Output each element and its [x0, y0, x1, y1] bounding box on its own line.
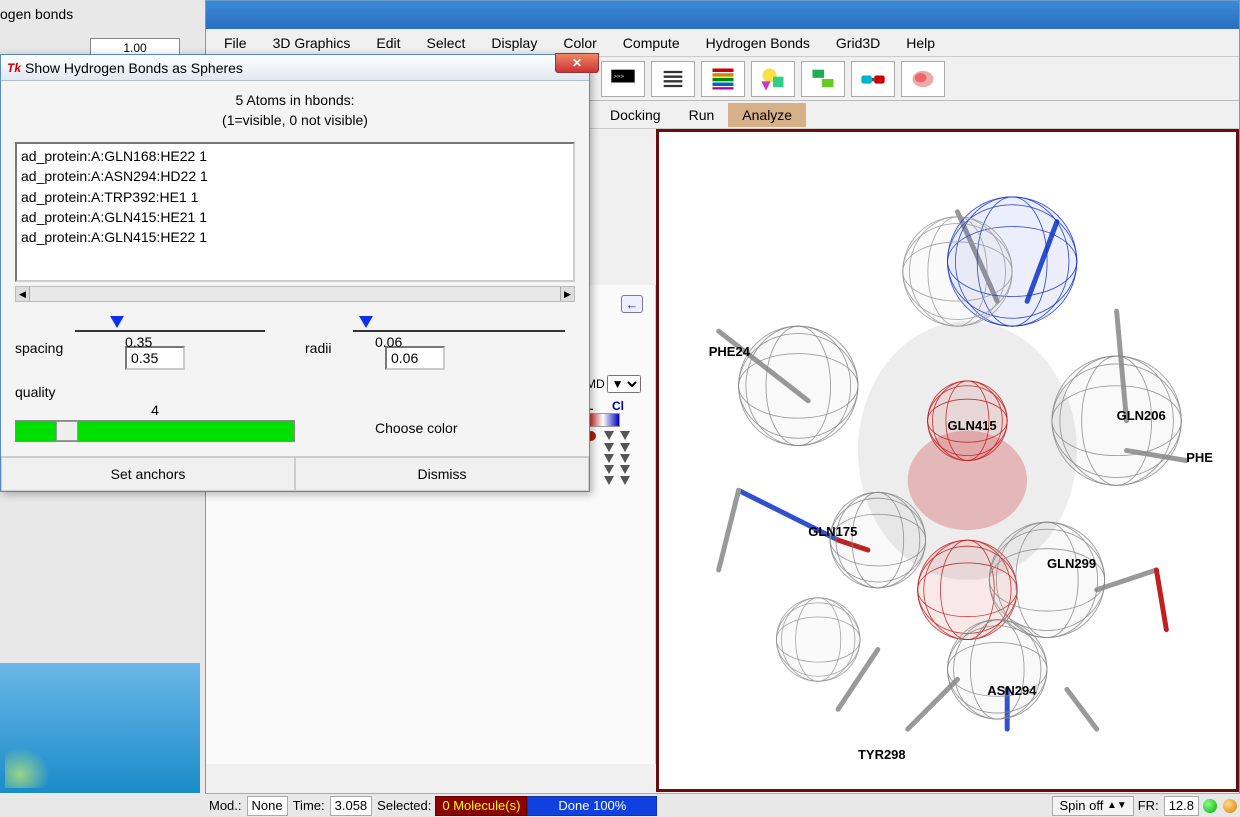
menu-compute[interactable]: Compute — [623, 35, 680, 51]
back-arrow-icon[interactable]: ← — [621, 295, 643, 313]
radii-slider-thumb[interactable] — [359, 316, 373, 328]
residue-label: ASN294 — [987, 683, 1036, 698]
shapes3d-icon[interactable] — [751, 61, 795, 97]
spacing-display: 0.35 — [125, 334, 152, 350]
selected-value: 0 Molecule(s) — [435, 796, 527, 816]
menu-help[interactable]: Help — [906, 35, 935, 51]
chevron-down-icon[interactable] — [620, 476, 630, 485]
quality-slider[interactable] — [15, 420, 295, 442]
label-Cl: Cl — [612, 399, 624, 413]
md-dropdown[interactable]: ▼ — [607, 375, 641, 393]
atom-list-item[interactable]: ad_protein:A:ASN294:HD22 1 — [21, 166, 569, 186]
molecule-viewer[interactable]: TRP392GLN168PHE24GLN206PHEGLN415GLN175GL… — [656, 129, 1239, 792]
menu-edit[interactable]: Edit — [376, 35, 400, 51]
mod-label: Mod.: — [205, 798, 246, 813]
chevron-down-icon[interactable] — [620, 465, 630, 474]
residue-label: GLN206 — [1117, 408, 1166, 423]
tab-docking[interactable]: Docking — [596, 103, 675, 127]
dialog-header: 5 Atoms in hbonds: (1=visible, 0 not vis… — [15, 91, 575, 130]
chevron-down-icon[interactable] — [620, 431, 630, 440]
radii-display: 0.06 — [375, 334, 402, 350]
atom-list-item[interactable]: ad_protein:A:GLN415:HE21 1 — [21, 207, 569, 227]
residue-label: GLN415 — [948, 418, 997, 433]
tab-analyze[interactable]: Analyze — [728, 103, 806, 127]
hbond-spheres-dialog: Tk Show Hydrogen Bonds as Spheres ✕ 5 At… — [0, 54, 590, 492]
mod-value: None — [247, 796, 288, 816]
terminal-icon[interactable]: >>> — [601, 61, 645, 97]
horizontal-scrollbar[interactable]: ◀ ▶ — [15, 286, 575, 302]
menu-file[interactable]: File — [224, 35, 247, 51]
menu-grid3d[interactable]: Grid3D — [836, 35, 880, 51]
triangle-toggle-stack — [586, 431, 641, 485]
menu-select[interactable]: Select — [427, 35, 466, 51]
residue-label: GLN175 — [808, 524, 857, 539]
menu-3d-graphics[interactable]: 3D Graphics — [273, 35, 351, 51]
spacing-slider[interactable] — [75, 326, 265, 332]
progress-done: Done 100% — [527, 796, 657, 816]
chevron-down-icon[interactable] — [604, 443, 614, 452]
bg-partial-text: ogen bonds — [0, 6, 73, 22]
fr-label: FR: — [1134, 798, 1163, 813]
quality-value: 4 — [15, 402, 295, 418]
time-value: 3.058 — [330, 796, 373, 816]
chevron-down-icon[interactable] — [604, 431, 614, 440]
status-led-orange — [1223, 799, 1237, 813]
atom-list-item[interactable]: ad_protein:A:TRP392:HE1 1 — [21, 187, 569, 207]
main-titlebar — [206, 1, 1239, 29]
spacing-slider-thumb[interactable] — [110, 316, 124, 328]
side-controls: MD ▼ L Cl — [586, 375, 641, 487]
residue-label: TYR298 — [858, 747, 906, 762]
time-label: Time: — [289, 798, 329, 813]
spin-toggle[interactable]: Spin off ▲▼ — [1052, 796, 1133, 816]
residue-label: PHE — [1186, 450, 1213, 465]
menu-hydrogen-bonds[interactable]: Hydrogen Bonds — [706, 35, 810, 51]
status-bar: Mod.: None Time: 3.058 Selected: 0 Molec… — [205, 793, 1240, 817]
chevron-down-icon[interactable] — [620, 443, 630, 452]
spacing-label: spacing — [15, 340, 63, 356]
glasses3d-icon[interactable] — [851, 61, 895, 97]
chevron-down-icon[interactable] — [604, 465, 614, 474]
dialog-titlebar[interactable]: Tk Show Hydrogen Bonds as Spheres ✕ — [1, 55, 589, 81]
radii-label: radii — [305, 340, 331, 356]
desktop-wallpaper-fragment — [0, 663, 200, 793]
radii-slider[interactable] — [353, 326, 565, 332]
menu-color[interactable]: Color — [563, 35, 596, 51]
residue-label: GLN299 — [1047, 556, 1096, 571]
scroll-left-icon[interactable]: ◀ — [16, 287, 30, 301]
residue-label: PHE24 — [709, 344, 750, 359]
chevron-down-icon[interactable] — [604, 454, 614, 463]
close-button[interactable]: ✕ — [555, 53, 599, 73]
atom-list-item[interactable]: ad_protein:A:GLN415:HE22 1 — [21, 227, 569, 247]
quality-slider-thumb[interactable] — [56, 421, 78, 441]
chevron-down-icon[interactable] — [604, 476, 614, 485]
quality-label: quality — [15, 384, 295, 400]
chips-icon[interactable] — [801, 61, 845, 97]
lines-icon[interactable] — [651, 61, 695, 97]
blob-icon[interactable] — [901, 61, 945, 97]
menu-display[interactable]: Display — [491, 35, 537, 51]
chevron-down-icon[interactable] — [620, 454, 630, 463]
atom-list-item[interactable]: ad_protein:A:GLN168:HE22 1 — [21, 146, 569, 166]
color-gradient-legend — [586, 413, 620, 427]
menubar: File 3D Graphics Edit Select Display Col… — [206, 29, 1239, 57]
tk-icon: Tk — [7, 61, 21, 75]
scroll-right-icon[interactable]: ▶ — [560, 287, 574, 301]
atom-listbox[interactable]: ad_protein:A:GLN168:HE22 1ad_protein:A:A… — [15, 142, 575, 282]
tab-run[interactable]: Run — [675, 103, 729, 127]
hbars-icon[interactable] — [701, 61, 745, 97]
svg-text:>>>: >>> — [614, 73, 625, 79]
set-anchors-button[interactable]: Set anchors — [1, 457, 295, 491]
choose-color-button[interactable]: Choose color — [375, 420, 458, 442]
status-led-green — [1203, 799, 1217, 813]
fr-value: 12.8 — [1164, 796, 1199, 816]
selected-label: Selected: — [373, 798, 435, 813]
dismiss-button[interactable]: Dismiss — [295, 457, 589, 491]
dialog-title: Show Hydrogen Bonds as Spheres — [25, 60, 243, 76]
